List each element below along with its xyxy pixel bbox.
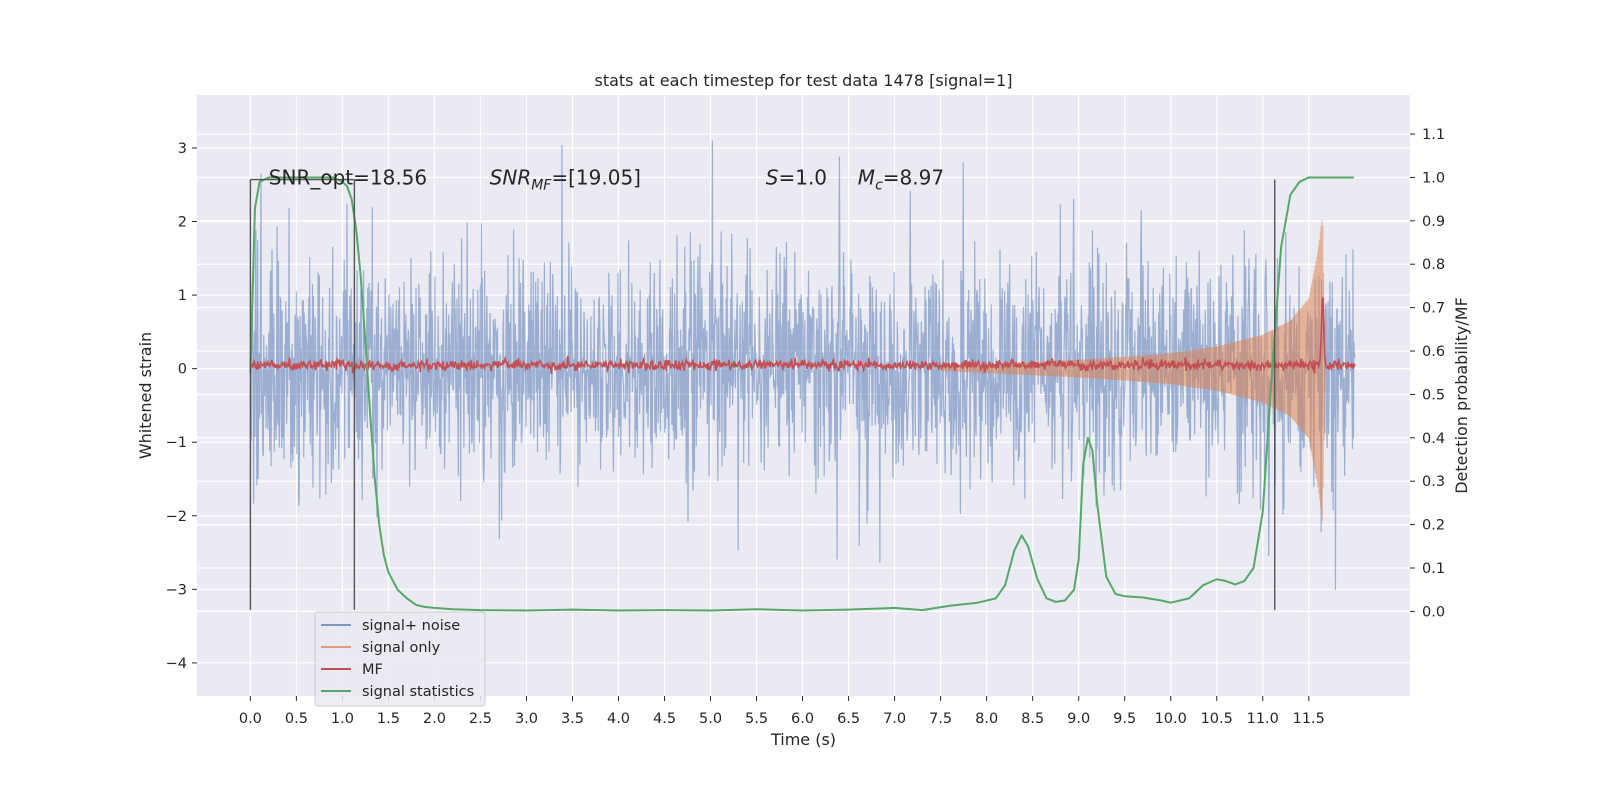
legend-item-signal-statistics: signal statistics xyxy=(321,684,474,700)
series-signal-statistics-line xyxy=(249,176,1354,612)
x-tick-label-12: 6.0 xyxy=(791,711,814,727)
y-tick-label-7: 3 xyxy=(178,141,187,157)
x-tick-label-14: 7.0 xyxy=(883,711,906,727)
tick-labels: 0.0 0.5 1.0 1.5 2.0 2.5 3.0 3.5 4.0 4.5 5.0 5.5 6.0 6… xyxy=(166,127,1445,727)
x-tick-label-20: 10.0 xyxy=(1155,711,1187,727)
annotation-s-value: S=1.0 xyxy=(766,165,827,189)
y-right-tick-label-2: 0.2 xyxy=(1422,518,1445,534)
series-mf-line xyxy=(249,297,1356,375)
legend-label-signal-statistics: signal statistics xyxy=(362,684,474,700)
legend-label-signal-only: signal only xyxy=(362,640,441,656)
data-layer xyxy=(249,140,1356,612)
legend-label-mf: MF xyxy=(362,662,383,678)
annotation-s-main: S xyxy=(766,165,779,189)
x-tick-label-22: 11.0 xyxy=(1247,711,1279,727)
y-right-tick-label-9: 0.9 xyxy=(1422,214,1445,230)
y-right-tick-label-4: 0.4 xyxy=(1422,431,1445,447)
legend-item-signal-noise: signal+ noise xyxy=(321,618,460,634)
x-tick-label-11: 5.5 xyxy=(745,711,768,727)
x-tick-label-9: 4.5 xyxy=(653,711,676,727)
y-right-tick-label-3: 0.3 xyxy=(1422,474,1445,490)
vertical-markers xyxy=(249,178,1276,610)
y-tick-label-5: 1 xyxy=(178,288,187,304)
legend-label-signal-noise: signal+ noise xyxy=(362,618,460,634)
annotation-s-rest: =1.0 xyxy=(778,165,827,189)
y-right-tick-label-6: 0.6 xyxy=(1422,344,1445,360)
x-tick-label-16: 8.0 xyxy=(975,711,998,727)
annotation-snr-mf-sub: MF xyxy=(531,177,552,193)
x-tick-label-3: 1.5 xyxy=(377,711,400,727)
legend-box xyxy=(314,611,486,707)
y-right-tick-label-0: 0.0 xyxy=(1422,604,1445,620)
chart-title: stats at each timestep for test data 147… xyxy=(594,71,1012,90)
y-right-tick-label-8: 0.8 xyxy=(1422,257,1445,273)
y-tick-label-1: −3 xyxy=(166,582,187,598)
x-tick-label-18: 9.0 xyxy=(1067,711,1090,727)
x-axis-label: Time (s) xyxy=(770,730,836,749)
x-tick-label-5: 2.5 xyxy=(469,711,492,727)
x-tick-label-2: 1.0 xyxy=(331,711,354,727)
annotation-snr-opt: SNR_opt=18.56 xyxy=(269,165,427,189)
annotation-m-chirp: Mc=8.97 xyxy=(858,165,944,193)
y-tick-label-2: −2 xyxy=(166,509,187,525)
annotation-mc-main: M xyxy=(858,165,875,189)
legend-item-signal-only: signal only xyxy=(321,640,441,656)
y-right-tick-label-5: 0.5 xyxy=(1422,387,1445,403)
x-tick-label-4: 2.0 xyxy=(423,711,446,727)
x-tick-label-1: 0.5 xyxy=(285,711,308,727)
annotation-snr-mf-rest: =[19.05] xyxy=(551,165,641,189)
legend-item-mf: MF xyxy=(321,662,383,678)
y-tick-label-0: −4 xyxy=(166,656,187,672)
y-right-tick-label-10: 1.0 xyxy=(1422,170,1445,186)
annotation-snr-mf: SNRMF=[19.05] xyxy=(490,165,641,193)
x-tick-label-23: 11.5 xyxy=(1293,711,1325,727)
y-right-tick-label-7: 0.7 xyxy=(1422,301,1445,317)
legend: signal+ noise signal only MF signal stat… xyxy=(314,611,486,707)
x-tick-label-15: 7.5 xyxy=(929,711,952,727)
y-tick-label-6: 2 xyxy=(178,215,187,231)
x-tick-label-13: 6.5 xyxy=(837,711,860,727)
annotation-mc-sub: c xyxy=(875,177,883,193)
y-tick-label-4: 0 xyxy=(178,362,187,378)
x-tick-label-0: 0.0 xyxy=(239,711,262,727)
y-axis-label: Whitened strain xyxy=(136,332,155,459)
x-tick-label-19: 9.5 xyxy=(1113,711,1136,727)
x-tick-label-17: 8.5 xyxy=(1021,711,1044,727)
series-signal-noise-line xyxy=(249,140,1356,590)
annotation-mc-rest: =8.97 xyxy=(883,165,944,189)
y-axis-right-label: Detection probability/MF xyxy=(1452,297,1471,494)
annotation-snr-mf-main: SNR xyxy=(490,165,532,189)
x-tick-label-7: 3.5 xyxy=(561,711,584,727)
y-right-tick-label-11: 1.1 xyxy=(1422,127,1445,143)
x-tick-label-10: 5.0 xyxy=(699,711,722,727)
y-right-tick-label-1: 0.1 xyxy=(1422,561,1445,577)
x-tick-label-6: 3.0 xyxy=(515,711,538,727)
x-tick-label-21: 10.5 xyxy=(1201,711,1233,727)
x-tick-label-8: 4.0 xyxy=(607,711,630,727)
y-tick-label-3: −1 xyxy=(166,435,187,451)
